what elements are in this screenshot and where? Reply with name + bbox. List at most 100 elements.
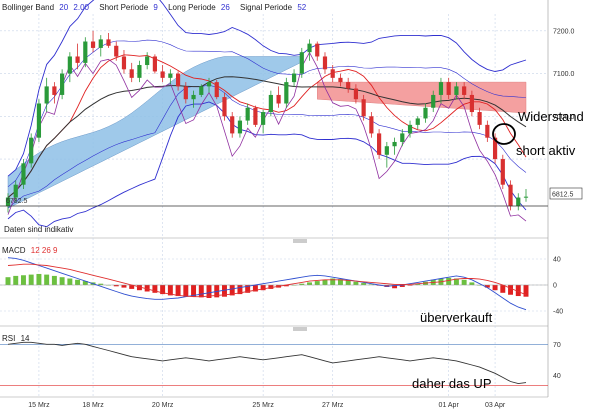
macd-bar: [44, 274, 50, 285]
candle-body: [415, 118, 420, 125]
annotation-oversold: überverkauft: [420, 310, 493, 325]
macd-label: MACD 12 26 9: [2, 246, 58, 255]
candle-body: [353, 88, 359, 100]
candle-body: [523, 196, 529, 198]
legend-bb-name: Bollinger Band: [2, 3, 54, 12]
macd-bar: [175, 285, 181, 297]
legend-bollinger: Bollinger Band 20 2.00 Short Periode 9 L…: [2, 3, 307, 12]
main-panel: [0, 0, 548, 237]
rsi-series: [0, 341, 548, 387]
macd-bar: [113, 285, 119, 287]
macd-bar: [399, 285, 405, 287]
candle-body: [230, 116, 235, 134]
macd-bar: [59, 277, 65, 285]
legend-short-label: Short Periode: [99, 3, 148, 12]
macd-tick-label: -40: [553, 309, 563, 316]
panel-resize-handle[interactable]: [293, 239, 307, 243]
bollinger-inner-upper: [7, 39, 527, 188]
candle-body: [291, 73, 297, 83]
candle-body: [469, 94, 474, 113]
legend-bb-dev: 2.00: [73, 3, 89, 12]
rsi-line: [7, 341, 527, 385]
macd-bar: [28, 274, 34, 285]
candle-body: [199, 86, 204, 95]
short-period-line: [7, 54, 527, 198]
panel-resize-handle[interactable]: [293, 327, 307, 331]
macd-bar: [198, 285, 204, 298]
macd-bar: [492, 285, 498, 291]
rsi-label: RSI 14: [2, 334, 30, 343]
candle-body: [145, 56, 150, 66]
current-price: 6812.5: [552, 192, 574, 199]
long-period-line: [7, 76, 527, 198]
candle-body: [29, 137, 34, 164]
macd-bar: [368, 284, 374, 285]
macd-bar: [500, 285, 506, 293]
macd-bar: [222, 285, 227, 297]
candle-body: [446, 82, 451, 95]
macd-bar: [446, 277, 452, 285]
macd-line: [7, 257, 527, 311]
candle-body: [338, 77, 343, 83]
candle-body: [477, 112, 482, 125]
candle-body: [485, 124, 490, 138]
macd-bar: [461, 279, 467, 285]
legend-signal-val: 52: [297, 3, 306, 12]
macd-bar: [36, 273, 42, 285]
macd-bar: [20, 275, 26, 285]
candle-body: [5, 197, 11, 207]
candle-body: [462, 86, 467, 95]
lagging-span: [7, 51, 527, 222]
macd-bar: [415, 283, 421, 285]
y-tick-label: 7000.0: [553, 114, 575, 121]
candle-body: [183, 86, 188, 100]
legend-signal-label: Signal Periode: [240, 3, 293, 12]
candle-body: [261, 112, 266, 125]
x-tick-label: 03 Apr: [485, 402, 506, 409]
macd-bar: [206, 285, 212, 298]
candle-body: [307, 43, 312, 53]
macd-bar: [407, 285, 413, 286]
macd-bar: [245, 285, 251, 293]
macd-bar: [523, 285, 529, 297]
macd-bar: [322, 279, 328, 285]
candles: [5, 30, 529, 213]
x-tick-label: 01 Apr: [439, 402, 460, 409]
candle-body: [36, 103, 42, 138]
macd-bar: [307, 282, 312, 285]
price-axis: [548, 0, 600, 413]
candle-body: [52, 86, 57, 95]
indicator-lines: [7, 0, 527, 228]
candle-body: [75, 56, 80, 63]
candle-body: [392, 141, 397, 147]
candle-body: [114, 45, 119, 57]
candle-body: [106, 39, 111, 46]
y-tick-label: 7200.0: [553, 28, 575, 35]
macd-series: [0, 257, 548, 311]
macd-name: MACD: [2, 246, 26, 255]
macd-tick-label: 0: [553, 283, 557, 290]
macd-bar: [314, 281, 320, 285]
legend-short-val: 9: [153, 3, 158, 12]
macd-bar: [237, 285, 243, 295]
macd-bar: [82, 281, 88, 285]
macd-bar: [5, 277, 11, 285]
candle-body: [315, 43, 320, 57]
macd-bar: [98, 283, 104, 285]
rsi-tick-label: 70: [553, 342, 561, 349]
annotation-short: short aktiv: [516, 143, 576, 158]
macd-bar: [508, 285, 514, 295]
support-label: 6782.5: [6, 198, 28, 205]
macd-bar: [268, 285, 274, 289]
candle-body: [175, 73, 181, 87]
candle-body: [152, 56, 157, 72]
candle-body: [384, 146, 389, 155]
macd-bar: [361, 283, 367, 285]
candle-body: [137, 65, 142, 78]
macd-bar: [469, 282, 475, 285]
candle-body: [438, 82, 444, 95]
candle-body: [407, 124, 413, 134]
candle-body: [60, 73, 65, 95]
bollinger-inner-lower: [7, 84, 527, 209]
macd-bar: [183, 285, 189, 297]
